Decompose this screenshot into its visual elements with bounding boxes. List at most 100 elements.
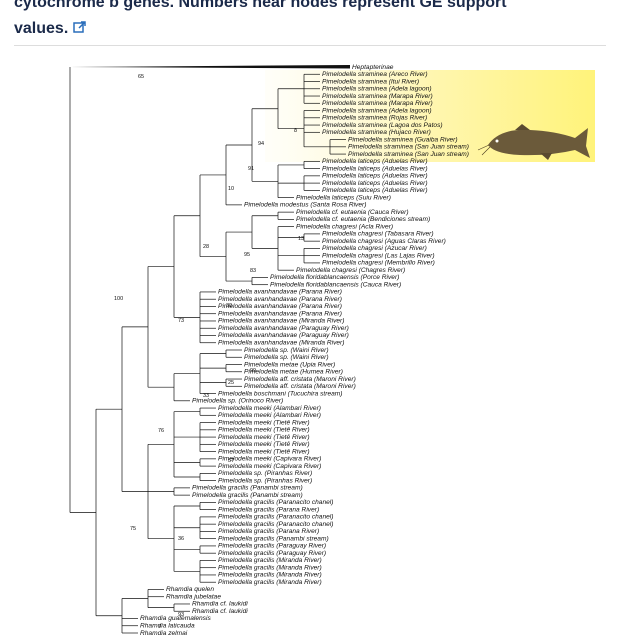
leaf-label: Rhamdia laticauda bbox=[140, 622, 195, 629]
leaf-label: Rhamdia guatemalensis bbox=[140, 615, 211, 622]
support-value: 28 bbox=[203, 244, 209, 250]
caption: cytochrome b genes. Numbers near nodes r… bbox=[14, 0, 624, 42]
leaf-label: Pimelodella straminea (Hujaco River) bbox=[322, 129, 431, 136]
support-value: 33 bbox=[203, 393, 209, 399]
leaf-label: Pimelodella sp. (Piranhas River) bbox=[218, 470, 312, 477]
leaf-label: Pimelodella meeki (Tietê River) bbox=[218, 427, 310, 434]
support-value: 36 bbox=[178, 536, 184, 542]
leaf-label: Rhamdia zelmai bbox=[140, 630, 188, 637]
leaf-label: Pimelodella meeki (Alambari River) bbox=[218, 405, 321, 412]
leaf-label: Pimelodella modestus (Santa Rosa River) bbox=[244, 202, 366, 209]
leaf-label: Pimelodella meeki (Tietê River) bbox=[218, 441, 310, 448]
leaf-label: Pimelodella boschmani (Tucuchira stream) bbox=[218, 390, 342, 397]
leaf-label: Pimelodella gracilis (Paranacito chanel) bbox=[218, 514, 333, 521]
leaf-label: Pimelodella cf. eutaenia (Bendiciones st… bbox=[296, 216, 430, 223]
leaf-label: Pimelodella gracilis (Paraguay River) bbox=[218, 543, 326, 550]
leaf-label: Pimelodella straminea (Adela lagoon) bbox=[322, 107, 432, 114]
leaf-label: Pimelodella gracilis (Miranda River) bbox=[218, 579, 322, 586]
leaf-label: Pimelodella gracilis (Miranda River) bbox=[218, 572, 322, 579]
leaf-label: Rhamdia cf. laukidi bbox=[192, 608, 248, 615]
leaf-label: Pimelodella chagresi (Tabasara River) bbox=[322, 231, 434, 238]
leaf-label: Pimelodella avanhandavae (Miranda River) bbox=[218, 339, 344, 346]
leaf-label: Pimelodella laticeps (Aduelas River) bbox=[322, 165, 428, 172]
support-value: 94 bbox=[258, 141, 264, 147]
leaf-label: Pimelodella gracilis (Parana River) bbox=[218, 506, 319, 513]
leaf-label: Pimelodella sp. (Waini River) bbox=[244, 347, 329, 354]
leaf-label: Pimelodella gracilis (Miranda River) bbox=[218, 564, 322, 571]
leaf-label: Pimelodella straminea (Rojas River) bbox=[322, 115, 427, 122]
leaf-label: Pimelodella straminea (Guaiba River) bbox=[348, 136, 458, 143]
leaf-label: Pimelodella cf. eutaenia (Cauca River) bbox=[296, 209, 409, 216]
leaf-label: Pimelodella avanhandavae (Parana River) bbox=[218, 310, 342, 317]
leaf-label: Pimelodella meeki (Alambari River) bbox=[218, 412, 321, 419]
leaf-label: Pimelodella straminea (Marapa River) bbox=[322, 93, 433, 100]
outgroup-branch bbox=[70, 65, 350, 69]
support-value: 83 bbox=[250, 268, 256, 274]
external-link-icon[interactable] bbox=[72, 21, 86, 34]
leaf-label: Pimelodella laticeps (Aduelas River) bbox=[322, 187, 428, 194]
leaf-label: Pimelodella straminea (Marapa River) bbox=[322, 100, 433, 107]
leaf-label: Pimelodella aff. cristata (Maroni River) bbox=[244, 376, 356, 383]
leaf-label: Pimelodella chagresi (Chagres River) bbox=[296, 267, 405, 274]
support-value: 57 bbox=[228, 458, 234, 464]
leaf-label: Pimelodella straminea (San Juan stream) bbox=[348, 144, 469, 151]
support-value: 65 bbox=[138, 74, 144, 80]
leaf-label: Pimelodella chagresi (Aguas Claras River… bbox=[322, 238, 446, 245]
leaf-label: Pimelodella chagresi (Las Lajas River) bbox=[322, 252, 435, 259]
leaf-label: Pimelodella gracilis (Panambi stream) bbox=[192, 492, 303, 499]
leaf-label: Pimelodella gracilis (Paranacito chanel) bbox=[218, 521, 333, 528]
support-value: 10 bbox=[228, 186, 234, 192]
link-text[interactable]: values. bbox=[14, 20, 69, 37]
leaf-label: Pimelodella aff. cristata (Maroni River) bbox=[244, 383, 356, 390]
leaf-label: Pimelodella laticeps (Aduelas River) bbox=[322, 173, 428, 180]
leaf-label: Pimelodella gracilis (Panambi stream) bbox=[218, 535, 329, 542]
leaf-label: Pimelodella meeki (Tietê River) bbox=[218, 434, 310, 441]
support-value: 93 bbox=[178, 612, 184, 618]
leaf-label: Pimelodella metae (Humea River) bbox=[244, 369, 343, 376]
leaf-label: Pimelodella avanhandavae (Parana River) bbox=[218, 296, 342, 303]
leaf-label: Pimelodella avanhandavae (Parana River) bbox=[218, 289, 342, 296]
support-value: 13 bbox=[298, 236, 304, 242]
leaf-label: Pimelodella avanhandavae (Miranda River) bbox=[218, 318, 344, 325]
leaf-label: Heptapterinae bbox=[352, 64, 394, 71]
leaf-label: Pimelodella gracilis (Paranacito chanel) bbox=[218, 499, 333, 506]
caption-text: cytochrome b genes. Numbers near nodes r… bbox=[14, 0, 507, 11]
support-value: 30 bbox=[226, 303, 232, 309]
support-value: 75 bbox=[130, 526, 136, 532]
leaf-label: Pimelodella floridablancaensis (Porce Ri… bbox=[270, 274, 399, 281]
leaf-label: Pimelodella avanhandavae (Paraguay River… bbox=[218, 325, 349, 332]
leaf-label: Pimelodella chagresi (Azucar River) bbox=[322, 245, 427, 252]
leaf-label: Pimelodella straminea (Lagoa dos Patos) bbox=[322, 122, 443, 129]
leaf-label: Pimelodella meeki (Capivara River) bbox=[218, 463, 321, 470]
leaf-label: Pimelodella metae (Upia River) bbox=[244, 361, 335, 368]
leaf-label: Pimelodella gracilis (Panambi stream) bbox=[192, 485, 303, 492]
support-value: 7 bbox=[158, 624, 161, 630]
fish-illustration bbox=[477, 124, 590, 160]
leaf-label: Pimelodella straminea (Adela lagoon) bbox=[322, 86, 432, 93]
leaf-label: Pimelodella avanhandavae (Paraguay River… bbox=[218, 332, 349, 339]
support-value: 76 bbox=[158, 428, 164, 434]
support-value: 95 bbox=[244, 252, 250, 258]
leaf-label: Pimelodella chagresi (Acla River) bbox=[296, 223, 393, 230]
leaf-label: Rhamdia quelen bbox=[166, 586, 214, 593]
leaf-label: Pimelodella laticeps (Aduelas River) bbox=[322, 158, 428, 165]
caption-link[interactable]: values. bbox=[14, 20, 86, 37]
leaf-label: Pimelodella straminea (Areco River) bbox=[322, 71, 428, 78]
support-value: 99 bbox=[250, 368, 256, 374]
leaf-label: Pimelodella straminea (San Juan stream) bbox=[348, 151, 469, 158]
leaf-label: Pimelodella straminea (Itui River) bbox=[322, 78, 419, 85]
leaf-label: Pimelodella sp. (Orinoco River) bbox=[192, 398, 283, 405]
leaf-label: Pimelodella sp. (Piranhas River) bbox=[218, 477, 312, 484]
leaf-label: Pimelodella laticeps (Aduelas River) bbox=[322, 180, 428, 187]
support-value: 8 bbox=[294, 128, 297, 134]
leaf-label: Pimelodella sp. (Waini River) bbox=[244, 354, 329, 361]
leaf-label: Pimelodella gracilis (Miranda River) bbox=[218, 557, 322, 564]
leaf-label: Pimelodella meeki (Tietê River) bbox=[218, 419, 310, 426]
support-value: 25 bbox=[228, 380, 234, 386]
support-value: 91 bbox=[248, 166, 254, 172]
leaf-label: Pimelodella gracilis (Parana River) bbox=[218, 528, 319, 535]
leaf-label: Pimelodella floridablancaensis (Cauca Ri… bbox=[270, 281, 401, 288]
support-value: 100 bbox=[114, 296, 123, 302]
